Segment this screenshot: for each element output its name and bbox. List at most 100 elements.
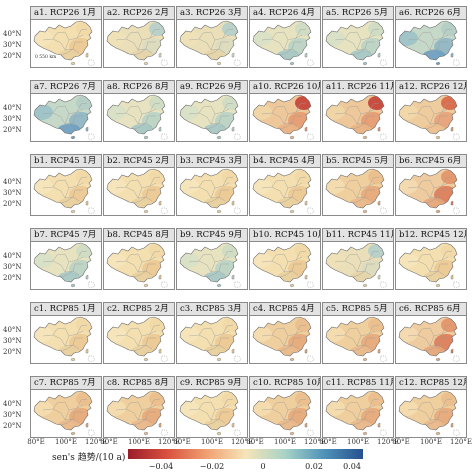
panel-title: c8. RCP85 8月: [104, 377, 174, 390]
china-trend-map: [325, 390, 388, 437]
map-panel: a8. RCP26 8月: [103, 80, 175, 142]
panel-title: a4. RCP26 4月: [250, 7, 320, 20]
latitude-label: 20°N: [3, 200, 22, 208]
longitude-label: 100°E: [347, 438, 369, 446]
longitude-label: 120°E: [450, 438, 472, 446]
panel-title: a2. RCP26 2月: [104, 7, 174, 20]
china-trend-map: [325, 94, 388, 141]
china-trend-map: [179, 168, 242, 215]
map-panel: b6. RCP45 6月: [395, 154, 467, 216]
china-trend-map: [179, 94, 242, 141]
map-panel: a1. RCP26 1月 0 550 km: [30, 6, 102, 68]
legend-tick-mark: [161, 459, 162, 462]
china-trend-map: [325, 20, 388, 67]
china-trend-map: [33, 316, 96, 363]
latitude-label: 30°N: [3, 337, 22, 345]
map-panel: b5. RCP45 5月: [322, 154, 394, 216]
map-panel: a5. RCP26 5月: [322, 6, 394, 68]
panel-title: c1. RCP85 1月: [31, 303, 101, 316]
map-panel: c7. RCP85 7月: [30, 376, 102, 438]
latitude-label: 20°N: [3, 126, 22, 134]
map-panel: a9. RCP26 9月: [176, 80, 248, 142]
panel-title: a7. RCP26 7月: [31, 81, 101, 94]
china-trend-map: [398, 20, 461, 67]
map-panel: b7. RCP45 7月: [30, 228, 102, 290]
panel-title: c3. RCP85 3月: [177, 303, 247, 316]
panel-title: b5. RCP45 5月: [323, 155, 393, 168]
map-panel: b10. RCP45 10月: [249, 228, 321, 290]
china-trend-map: [33, 20, 96, 67]
legend-tick-mark: [352, 459, 353, 462]
panel-title: c7. RCP85 7月: [31, 377, 101, 390]
china-trend-map: [252, 242, 315, 289]
longitude-label: 100°E: [128, 438, 150, 446]
legend-title: sen's 趋势/(10 a): [52, 453, 126, 463]
latitude-label: 40°N: [3, 104, 22, 112]
longitude-label: 120°E: [231, 438, 253, 446]
longitude-label: 80°E: [100, 438, 118, 446]
panel-title: b6. RCP45 6月: [396, 155, 466, 168]
map-panel: a7. RCP26 7月: [30, 80, 102, 142]
china-trend-map: [33, 242, 96, 289]
longitude-label: 80°E: [173, 438, 191, 446]
latitude-label: 30°N: [3, 263, 22, 271]
china-trend-map: [398, 94, 461, 141]
china-trend-map: [398, 316, 461, 363]
latitude-label: 20°N: [3, 348, 22, 356]
panel-title: b11. RCP45 11月: [323, 229, 393, 242]
longitude-label: 120°E: [85, 438, 107, 446]
map-panel: b1. RCP45 1月: [30, 154, 102, 216]
map-panel: c12. RCP85 12月: [395, 376, 467, 438]
map-panel: b4. RCP45 4月: [249, 154, 321, 216]
china-trend-map: [325, 168, 388, 215]
map-panel: c10. RCP85 10月: [249, 376, 321, 438]
china-trend-map: [106, 168, 169, 215]
map-panel: b2. RCP45 2月: [103, 154, 175, 216]
longitude-label: 100°E: [420, 438, 442, 446]
china-trend-map: [325, 316, 388, 363]
latitude-label: 30°N: [3, 115, 22, 123]
longitude-label: 120°E: [158, 438, 180, 446]
longitude-label: 100°E: [201, 438, 223, 446]
china-trend-map: [179, 20, 242, 67]
panel-title: c6. RCP85 6月: [396, 303, 466, 316]
panel-title: a3. RCP26 3月: [177, 7, 247, 20]
china-trend-map: [179, 390, 242, 437]
map-panel: c2. RCP85 2月: [103, 302, 175, 364]
panel-title: a5. RCP26 5月: [323, 7, 393, 20]
china-trend-map: [106, 316, 169, 363]
panel-title: b10. RCP45 10月: [250, 229, 320, 242]
panel-title: c2. RCP85 2月: [104, 303, 174, 316]
map-panel: a4. RCP26 4月: [249, 6, 321, 68]
panel-title: c10. RCP85 10月: [250, 377, 320, 390]
china-trend-map: [252, 390, 315, 437]
legend-tick-mark: [314, 459, 315, 462]
map-panel: b3. RCP45 3月: [176, 154, 248, 216]
map-panel: c8. RCP85 8月: [103, 376, 175, 438]
map-panel: a10. RCP26 10月: [249, 80, 321, 142]
legend-tick-label: 0.04: [343, 462, 361, 471]
latitude-label: 40°N: [3, 400, 22, 408]
china-trend-map: [252, 316, 315, 363]
panel-title: a9. RCP26 9月: [177, 81, 247, 94]
map-panel: b9. RCP45 9月: [176, 228, 248, 290]
china-trend-map: [106, 390, 169, 437]
legend-tick-mark: [263, 459, 264, 462]
panel-title: c9. RCP85 9月: [177, 377, 247, 390]
panel-title: a1. RCP26 1月: [31, 7, 101, 20]
latitude-label: 40°N: [3, 30, 22, 38]
legend-tick-mark: [212, 459, 213, 462]
latitude-label: 40°N: [3, 326, 22, 334]
map-panel: b8. RCP45 8月: [103, 228, 175, 290]
map-panel: c6. RCP85 6月: [395, 302, 467, 364]
panel-title: b9. RCP45 9月: [177, 229, 247, 242]
map-panel: c3. RCP85 3月: [176, 302, 248, 364]
panel-title: c5. RCP85 5月: [323, 303, 393, 316]
panel-title: b7. RCP45 7月: [31, 229, 101, 242]
china-trend-map: [398, 168, 461, 215]
china-trend-map: [33, 168, 96, 215]
longitude-label: 80°E: [392, 438, 410, 446]
latitude-label: 40°N: [3, 178, 22, 186]
panel-title: a8. RCP26 8月: [104, 81, 174, 94]
map-panel: a3. RCP26 3月: [176, 6, 248, 68]
